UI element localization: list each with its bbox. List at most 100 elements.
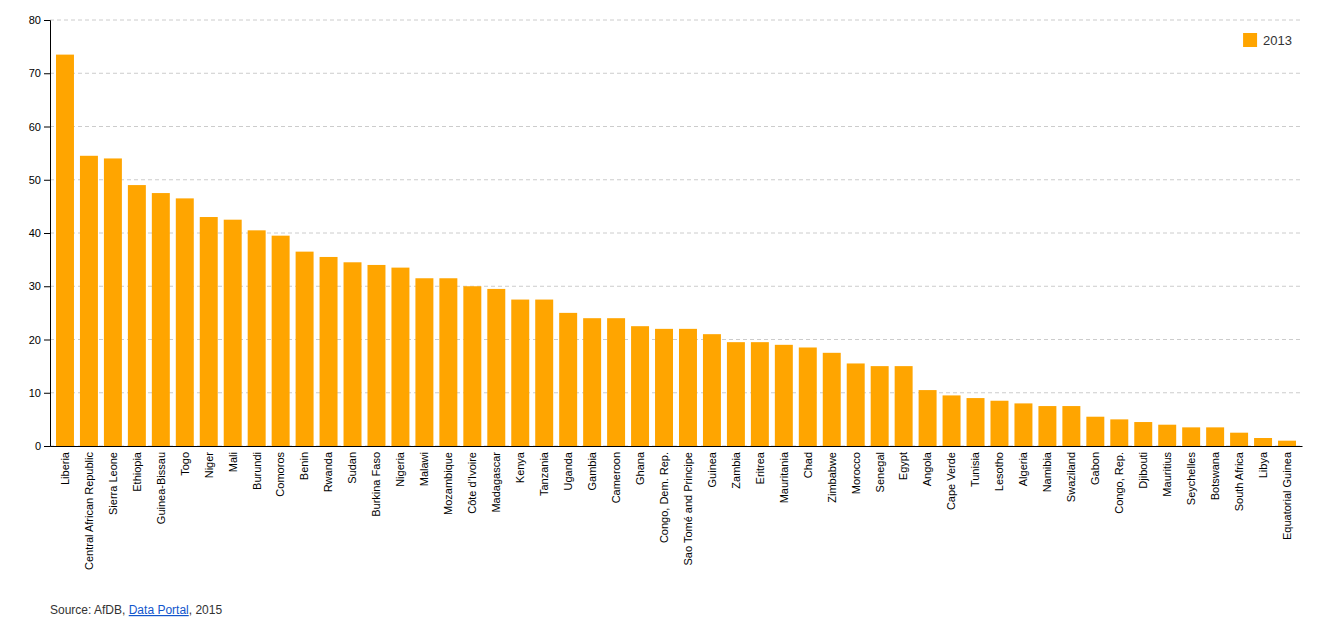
x-tick-label: Botswana (1209, 451, 1221, 500)
y-tick-mark (44, 446, 50, 447)
x-tick-label: Chad (802, 452, 814, 478)
x-tick: Mali (227, 452, 239, 472)
x-tick: South Africa (1233, 451, 1245, 511)
bar (128, 185, 146, 446)
x-tick: Burkina Faso (370, 452, 382, 517)
x-tick-label: Seychelles (1185, 452, 1197, 506)
x-tick: Senegal (874, 452, 886, 492)
bar (607, 318, 625, 446)
x-tick-label: Swaziland (1065, 452, 1077, 502)
grid (50, 20, 1302, 446)
x-tick-label: Gambia (586, 451, 598, 490)
plot: 01020304050607080LiberiaCentral African … (29, 14, 1303, 570)
x-tick-label: Morocco (850, 452, 862, 494)
bar (799, 347, 817, 446)
bar (1038, 406, 1056, 446)
x-tick-label: Burundi (251, 452, 263, 490)
y-tick: 80 (29, 14, 50, 26)
x-tick: Ghana (634, 451, 646, 485)
bar (487, 289, 505, 446)
bar (104, 158, 122, 446)
x-tick: Uganda (562, 451, 574, 490)
x-tick: Angola (921, 451, 933, 486)
x-tick: Sierra Leone (107, 452, 119, 515)
x-tick: Swaziland (1065, 452, 1077, 502)
bar (152, 193, 170, 446)
bar (200, 217, 218, 446)
bar (415, 278, 433, 446)
y-tick: 20 (29, 334, 50, 346)
x-tick: Seychelles (1185, 452, 1197, 506)
x-tick-label: Mauritius (1161, 452, 1173, 497)
bar (871, 366, 889, 446)
x-tick-label: Uganda (562, 451, 574, 490)
bar (583, 318, 601, 446)
x-tick: Lesotho (993, 452, 1005, 491)
x-tick-label: Libya (1257, 451, 1269, 478)
bars (56, 55, 1296, 446)
x-tick-label: Central African Republic (83, 452, 95, 571)
bar (943, 395, 961, 446)
bar (56, 55, 74, 446)
x-tick-label: Ethiopia (131, 451, 143, 492)
x-tick: Kenya (514, 451, 526, 483)
y-axis: 01020304050607080 (29, 14, 51, 452)
bar (775, 345, 793, 446)
y-tick-mark (44, 73, 50, 74)
y-tick: 50 (29, 174, 50, 186)
x-tick-label: Mauritania (778, 451, 790, 503)
x-tick-label: Sudan (346, 452, 358, 484)
x-tick-label: Congo, Rep. (1113, 452, 1125, 514)
y-tick-mark (44, 393, 50, 394)
x-tick-label: Sao Tomé and Principe (682, 452, 694, 566)
x-tick: Libya (1257, 451, 1269, 478)
legend: 2013 (1243, 33, 1292, 48)
x-tick: Cameroon (610, 452, 622, 503)
bar (703, 334, 721, 446)
y-tick-mark (44, 286, 50, 287)
bar (847, 363, 865, 446)
y-tick-label: 50 (29, 174, 41, 186)
x-tick-label: Nigeria (394, 451, 406, 487)
y-tick-mark (44, 180, 50, 181)
bar (727, 342, 745, 446)
source-link: Data Portal (129, 603, 189, 617)
y-tick-label: 80 (29, 14, 41, 26)
x-tick: Eritrea (754, 451, 766, 484)
y-tick: 30 (29, 280, 50, 292)
x-tick: Tunisia (969, 451, 981, 487)
x-tick: Guinea-Bissau (155, 452, 167, 524)
bar (391, 268, 409, 446)
x-tick-label: Equatorial Guinea (1281, 451, 1293, 540)
bar (1278, 441, 1296, 446)
y-tick-label: 70 (29, 67, 41, 79)
legend-label: 2013 (1263, 33, 1292, 48)
bar (320, 257, 338, 446)
y-tick: 10 (29, 387, 50, 399)
x-tick-label: Togo (179, 452, 191, 476)
x-tick: Zambia (730, 451, 742, 489)
x-tick: Rwanda (322, 451, 334, 492)
x-tick: Gambia (586, 451, 598, 490)
x-tick: Cape Verde (945, 452, 957, 510)
y-tick-mark (44, 340, 50, 341)
bar (272, 236, 290, 446)
x-tick: Burundi (251, 452, 263, 490)
bar (1134, 422, 1152, 446)
x-tick-label: Zambia (730, 451, 742, 489)
bar (1158, 425, 1176, 446)
bar (1206, 427, 1224, 446)
source-text: , 2015 (189, 603, 223, 617)
x-tick-label: Malawi (418, 452, 430, 486)
grid-line (50, 20, 1302, 21)
y-tick-mark (44, 233, 50, 234)
x-tick: Comoros (274, 452, 286, 497)
x-tick-label: Mozambique (442, 452, 454, 515)
x-tick: Mozambique (442, 452, 454, 515)
bar (1230, 433, 1248, 446)
y-tick-label: 20 (29, 334, 41, 346)
bar (296, 252, 314, 446)
bar (463, 286, 481, 446)
x-tick-label: Benin (298, 452, 310, 480)
x-tick: Togo (179, 452, 191, 476)
